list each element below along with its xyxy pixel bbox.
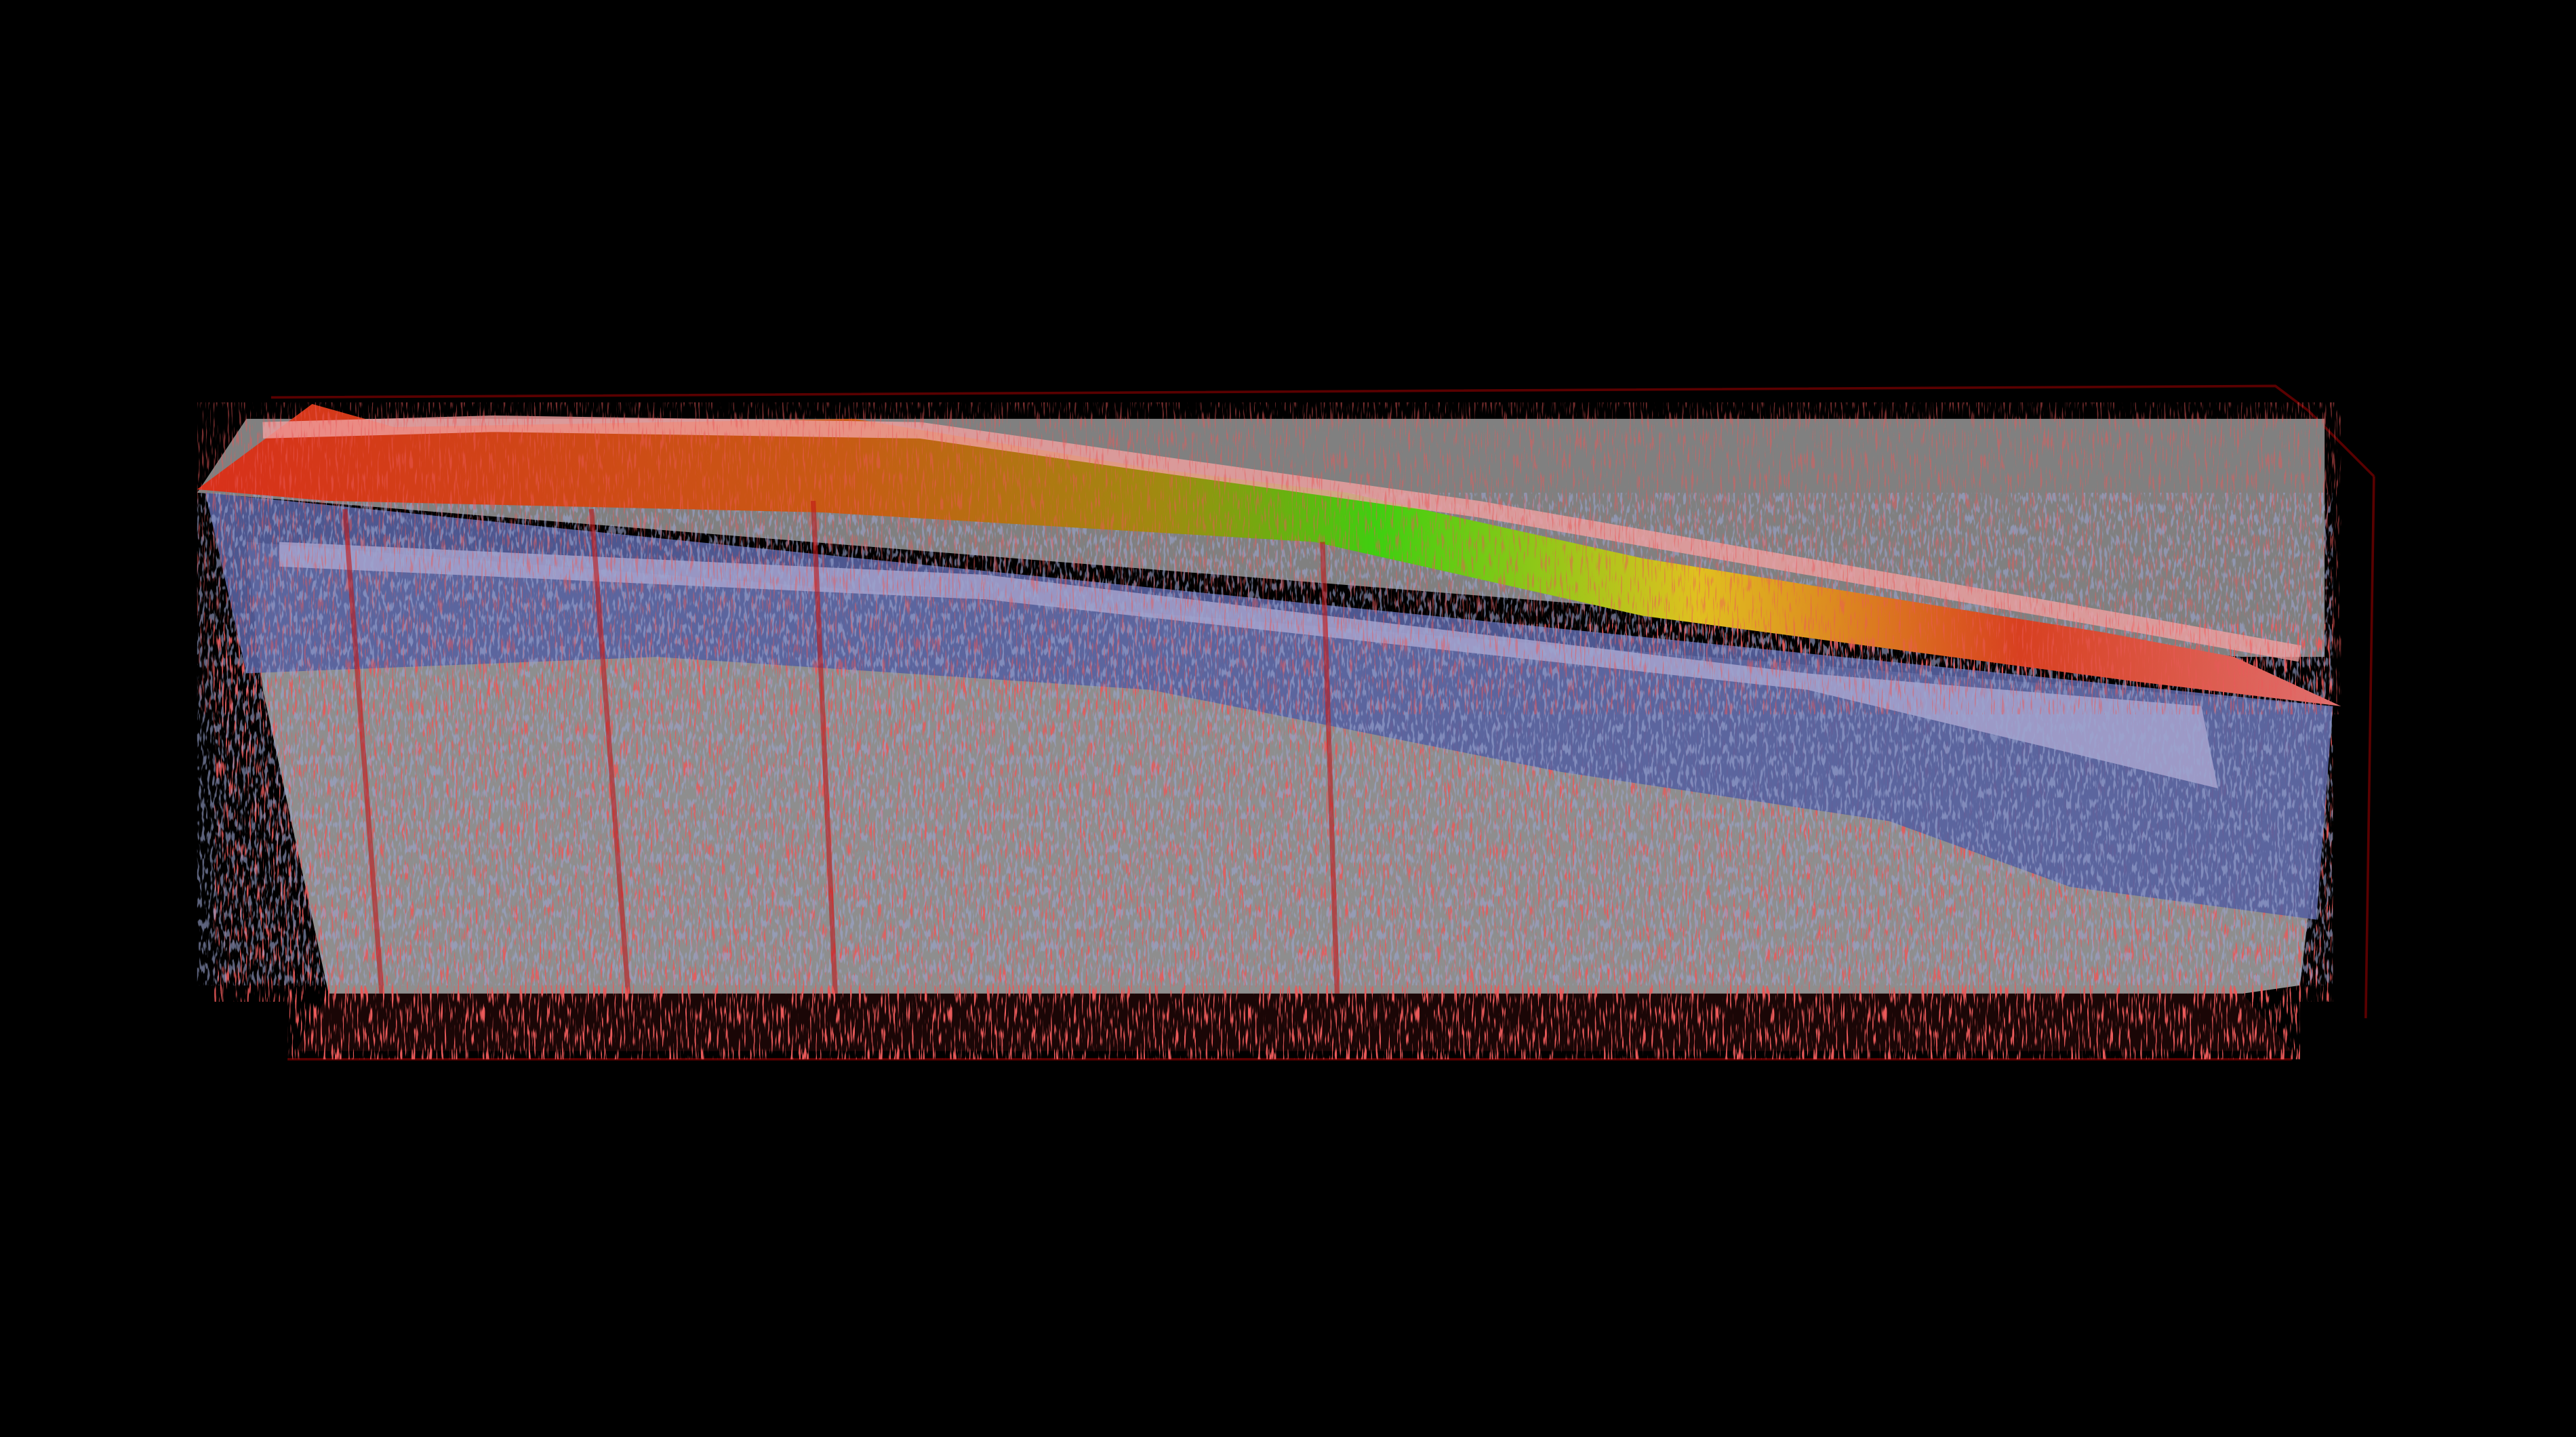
vertical-streaks (342, 500, 1342, 1051)
surface-speckle (197, 402, 2341, 714)
bottom-speckle (287, 985, 2300, 1059)
